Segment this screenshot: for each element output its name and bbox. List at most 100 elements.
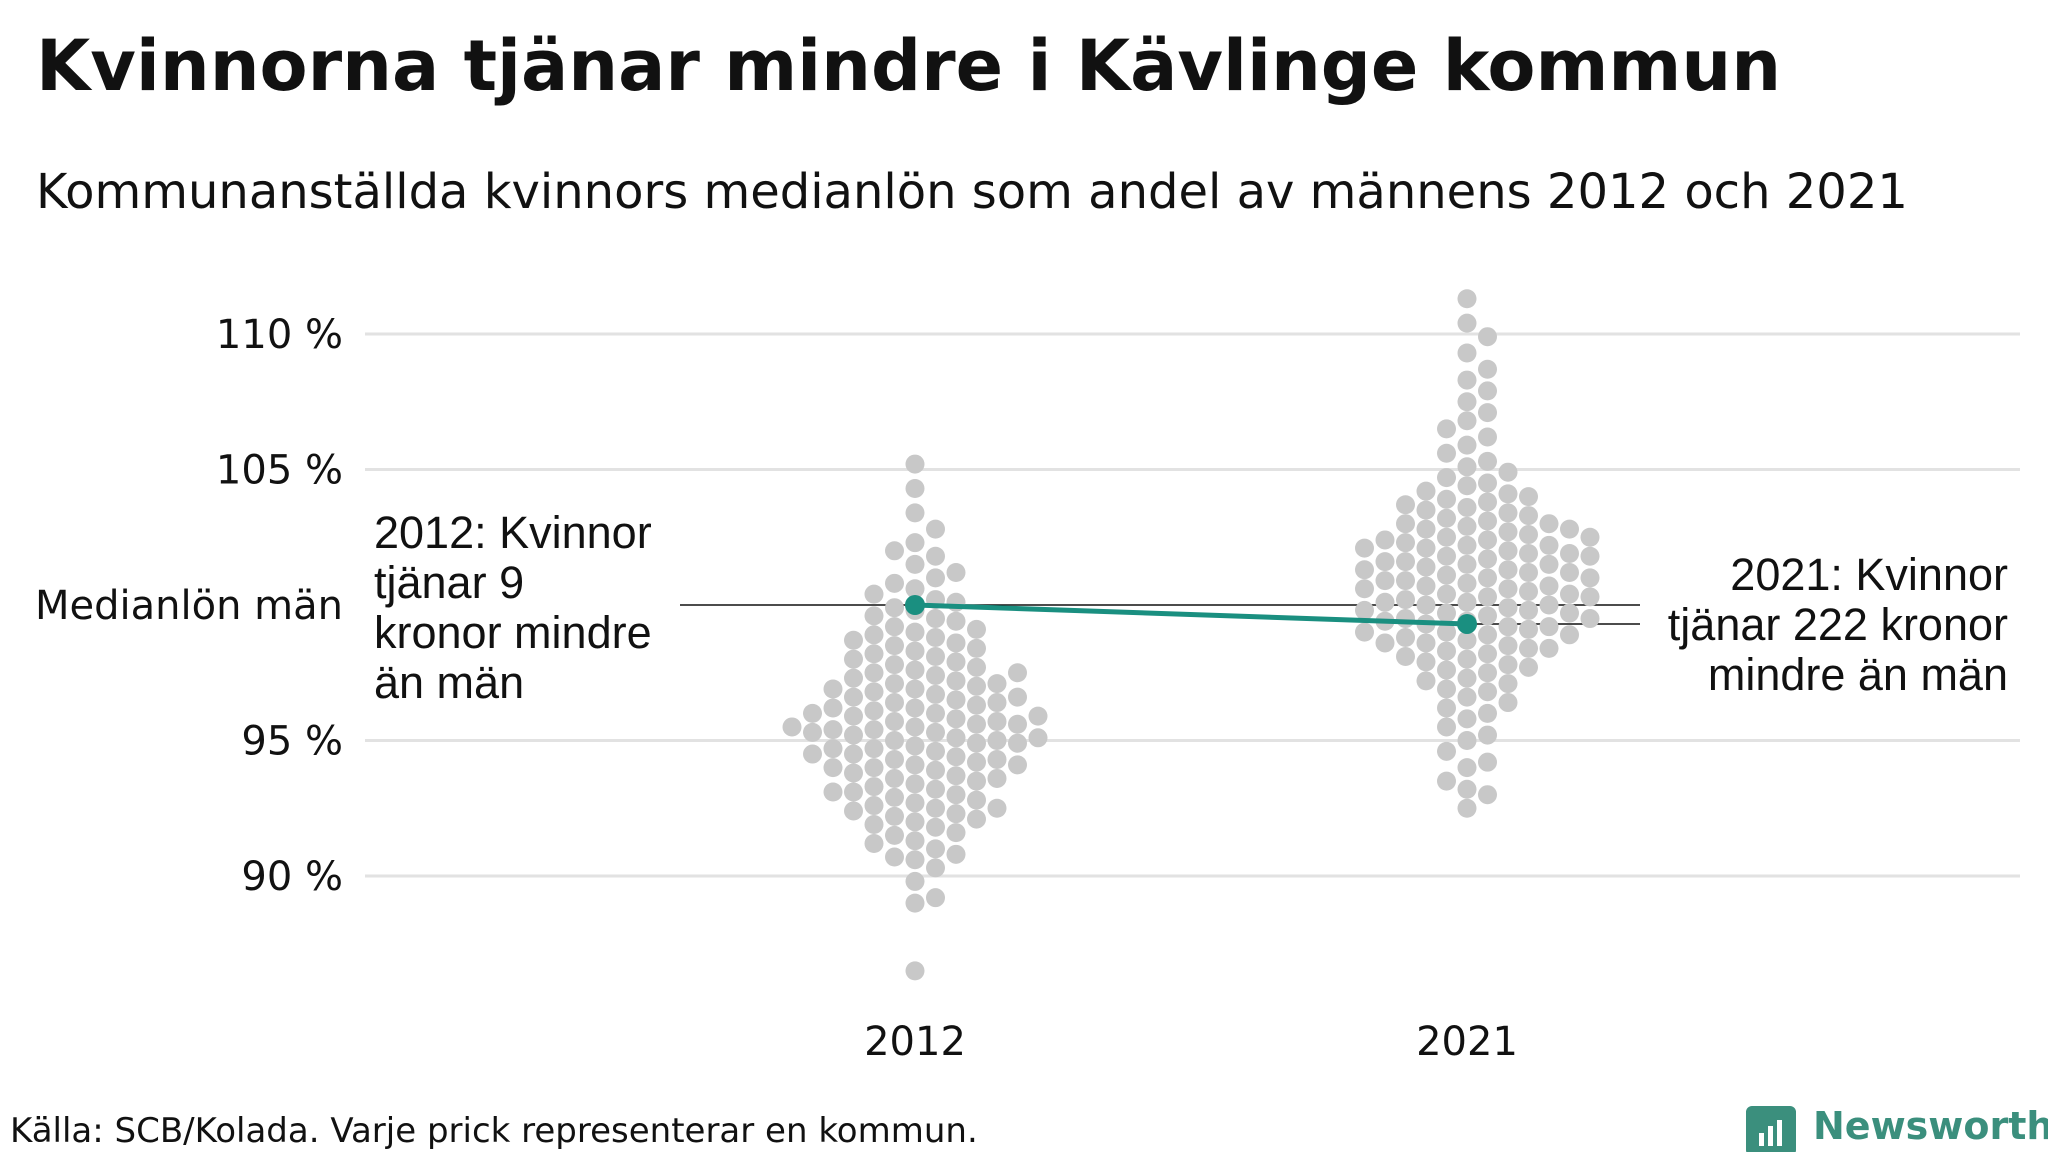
municipality-dot [1478,473,1497,493]
municipality-dot [1437,584,1456,604]
municipality-dot [1519,657,1538,677]
x-tick-label: 2012 [864,1019,966,1065]
municipality-dot [844,630,863,650]
municipality-dot [1416,481,1436,501]
municipality-dot [1355,579,1374,599]
municipality-dot [1498,598,1518,618]
y-axis-ticks: 110 % 105 % Medianlön män 95 % 90 % [35,312,343,900]
municipality-dot [864,606,884,626]
municipality-dot [1519,506,1538,526]
municipality-dot [1457,535,1477,555]
municipality-dot [1519,638,1538,658]
municipality-dot [987,693,1007,713]
municipality-dot [844,706,863,726]
municipality-dot [1457,476,1477,496]
municipality-dot [1478,606,1497,626]
municipality-dot [1396,533,1415,553]
municipality-dot [946,747,966,767]
municipality-dot [1580,609,1600,629]
municipality-dot [905,660,925,680]
municipality-dot [946,690,966,710]
municipality-dot [1416,557,1436,577]
municipality-dot [885,749,904,769]
municipality-dot [844,801,863,821]
municipality-dot [1028,728,1048,748]
municipality-dot [1008,733,1027,753]
municipality-dot [864,682,884,702]
municipality-dot [1580,546,1600,566]
municipality-dot [1560,603,1579,623]
municipality-dot [1375,633,1395,653]
municipality-dot [946,562,966,582]
municipality-dot [823,698,843,718]
municipality-dot [885,787,904,807]
municipality-dot [1560,562,1579,582]
municipality-dot [1560,519,1579,539]
municipality-dot [1437,741,1456,761]
municipality-dot [905,793,925,813]
municipality-dot [946,728,966,748]
municipality-dot [1396,514,1415,534]
municipality-dot [1416,652,1436,672]
highlight-series [905,595,1477,634]
municipality-dot [1498,462,1518,482]
municipality-dot [1498,617,1518,637]
municipality-dot [885,598,904,618]
municipality-dot [987,712,1007,732]
municipality-dot [823,739,843,759]
municipality-dot [1437,698,1456,718]
municipality-dot [1375,571,1395,591]
municipality-dot [864,584,884,604]
municipality-dot [864,663,884,683]
newsworthy-logo[interactable]: Newsworthy [1746,1104,2048,1152]
municipality-dot [885,636,904,656]
municipality-dot [1498,655,1518,675]
municipality-dot [1457,457,1477,477]
municipality-dot [926,646,945,666]
municipality-dot [905,850,925,870]
annotation-2012-line: 2012: Kvinnor [374,507,652,558]
y-tick-label: Medianlön män [35,583,343,629]
municipality-dot [967,638,986,658]
municipality-dot [1437,641,1456,661]
municipality-dot [1539,638,1559,658]
municipality-dot [926,546,945,566]
municipality-dot [823,758,843,778]
municipality-dot [823,782,843,802]
municipality-dot [844,687,863,707]
municipality-dot [1478,359,1497,379]
municipality-dot [926,722,945,742]
municipality-dot [1396,495,1415,515]
municipality-dot [1498,560,1518,580]
municipality-dot [1375,530,1395,550]
annotation-2012: 2012: Kvinnor tjänar 9 kronor mindre än män [374,507,652,708]
chart-subtitle: Kommunanställda kvinnors medianlön som a… [36,164,1908,220]
municipality-dot [987,768,1007,788]
municipality-dot [1478,682,1497,702]
gridlines [365,332,2020,878]
annotation-2012-line: än män [374,657,524,708]
municipality-dot [1478,785,1497,805]
municipality-dot [823,679,843,699]
highlight-point-2021 [1457,613,1477,634]
municipality-dot [823,720,843,740]
municipality-dot [1008,663,1027,683]
municipality-dot [885,573,904,593]
municipality-dot [1478,568,1497,588]
municipality-dot [926,609,945,629]
y-tick-label: 110 % [216,312,343,358]
municipality-dot [1457,289,1477,309]
municipality-dot [967,790,986,810]
municipality-dot [1560,625,1579,645]
municipality-dot [864,796,884,816]
municipality-dot [905,774,925,794]
municipality-dot [1396,628,1415,648]
municipality-dot [1457,758,1477,778]
municipality-dot [905,698,925,718]
municipality-dot [1355,622,1374,642]
municipality-dot [1437,419,1456,439]
municipality-dot [844,725,863,745]
municipality-dot [905,736,925,756]
municipality-dot [905,454,925,474]
municipality-dot [1539,617,1559,637]
